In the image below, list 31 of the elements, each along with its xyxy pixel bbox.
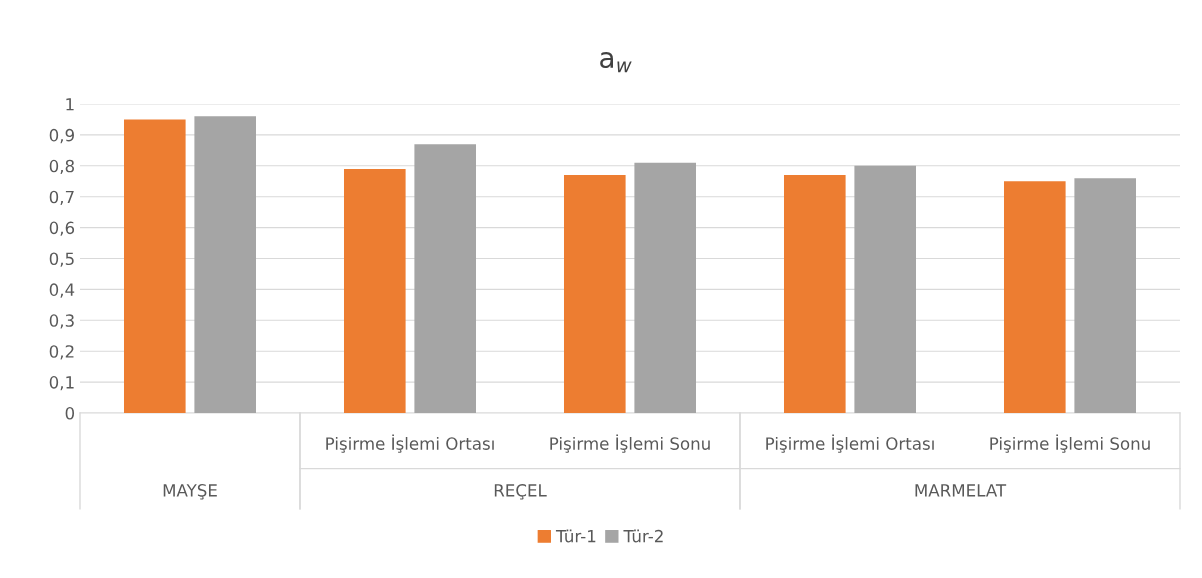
bar [1074, 178, 1136, 413]
y-tick-label: 0,5 [49, 252, 74, 267]
bar [854, 165, 916, 413]
bar [194, 116, 256, 413]
x-tick-label: Pişirme İşlemi Sonu [990, 434, 1150, 453]
x-tick-label: Pişirme İşlemi Ortası [766, 434, 934, 453]
bar [1004, 181, 1066, 413]
bar [634, 162, 696, 413]
text: MARMELAT [915, 484, 1007, 497]
legend-label: Tür-2 [623, 529, 663, 543]
bar [344, 168, 406, 413]
y-tick-label: 0,6 [49, 221, 75, 236]
x-tick-label: Pişirme İşlemi Ortası [326, 434, 494, 453]
chart-title: a$_{w}$ [600, 52, 632, 73]
y-tick-label: 0,9 [49, 128, 74, 144]
legend-label: Tür-1 [555, 529, 596, 543]
y-tick-label: 0,7 [49, 190, 74, 205]
y-tick-label: 0,4 [49, 283, 75, 298]
y-tick-label: 0,2 [49, 345, 74, 360]
bar [784, 175, 846, 413]
text: MAYŞE [163, 484, 217, 500]
text: REÇEL [494, 484, 547, 500]
x-tick-label: Pişirme İşlemi Sonu [550, 434, 710, 453]
bar [124, 119, 186, 413]
y-tick-label: 1 [66, 98, 74, 111]
bar [564, 175, 626, 413]
y-tick-label: 0,3 [49, 314, 74, 329]
y-tick-label: 0,1 [49, 376, 74, 391]
bar [414, 144, 476, 413]
y-tick-label: 0 [65, 406, 75, 420]
y-tick-label: 0,8 [49, 159, 74, 175]
